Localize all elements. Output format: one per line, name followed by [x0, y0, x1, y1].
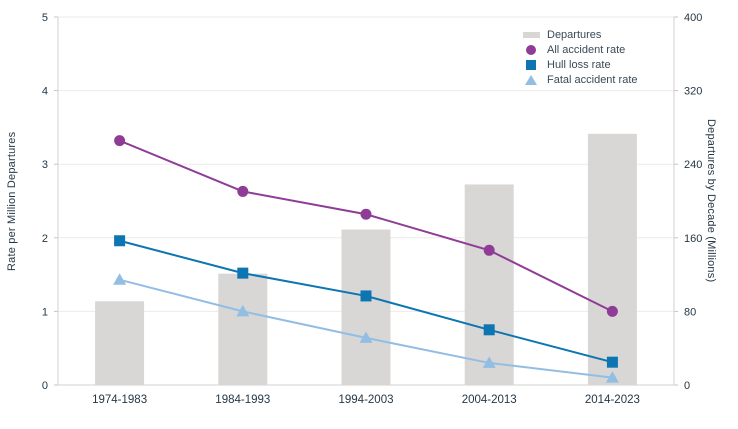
hull-loss-rate-marker	[360, 290, 372, 302]
fatal-accident-rate-marker	[113, 273, 127, 285]
legend-item-departures: Departures	[521, 27, 638, 42]
circle-marker-icon	[521, 44, 541, 55]
left-tick-label: 3	[42, 159, 48, 171]
fatal-accident-rate-marker	[482, 356, 496, 368]
x-axis-label: 2014-2023	[585, 394, 640, 406]
x-axis-label: 1974-1983	[92, 394, 147, 406]
departures-bar	[341, 229, 391, 385]
all-accident-rate-marker	[360, 208, 372, 220]
legend-label-hull-loss-rate: Hull loss rate	[547, 58, 611, 71]
all-accident-rate-marker	[114, 135, 126, 147]
hull-loss-rate-marker	[483, 324, 495, 336]
legend-item-fatal-accident-rate: Fatal accident rate	[521, 72, 638, 87]
all-accident-rate-marker	[237, 185, 249, 197]
right-tick-label: 0	[684, 380, 690, 392]
left-axis-title: Rate per Million Departures	[6, 131, 18, 271]
hull-loss-rate-marker	[114, 235, 126, 247]
x-axis-label: 2004-2013	[462, 394, 517, 406]
departures-bar	[95, 301, 145, 385]
hull-loss-rate-marker	[606, 356, 618, 368]
all-accident-rate-marker	[483, 244, 495, 256]
x-axis-label: 1994-2003	[339, 394, 394, 406]
right-axis-title: Departures by Decade (Millions)	[705, 119, 717, 283]
departures-bar	[218, 273, 268, 385]
legend-label-departures: Departures	[547, 28, 602, 41]
left-tick-label: 4	[42, 86, 48, 98]
all-accident-rate-marker	[606, 305, 618, 317]
left-tick-label: 2	[42, 233, 48, 245]
legend-item-hull-loss-rate: Hull loss rate	[521, 57, 638, 72]
legend-label-all-accident-rate: All accident rate	[547, 43, 626, 56]
hull-loss-rate-marker	[237, 267, 249, 279]
left-tick-label: 0	[42, 380, 48, 392]
fatal-accident-rate-marker	[605, 371, 619, 383]
bar-swatch-icon	[521, 31, 541, 38]
departures-bar	[464, 184, 514, 385]
right-tick-label: 80	[684, 306, 696, 318]
left-tick-label: 5	[42, 12, 48, 24]
right-tick-label: 400	[684, 12, 702, 24]
square-marker-icon	[521, 59, 541, 70]
triangle-marker-icon	[521, 74, 541, 85]
legend: Departures All accident rate Hull loss r…	[521, 27, 638, 87]
x-axis-label: 1984-1993	[215, 394, 270, 406]
legend-item-all-accident-rate: All accident rate	[521, 42, 638, 57]
right-tick-label: 320	[684, 86, 702, 98]
right-tick-label: 240	[684, 159, 702, 171]
departures-bar	[587, 133, 637, 385]
fatal-accident-rate-marker	[236, 304, 250, 317]
fatal-accident-rate-marker	[359, 331, 373, 343]
right-tick-label: 160	[684, 233, 702, 245]
legend-label-fatal-accident-rate: Fatal accident rate	[547, 73, 638, 86]
left-tick-label: 1	[42, 306, 48, 318]
